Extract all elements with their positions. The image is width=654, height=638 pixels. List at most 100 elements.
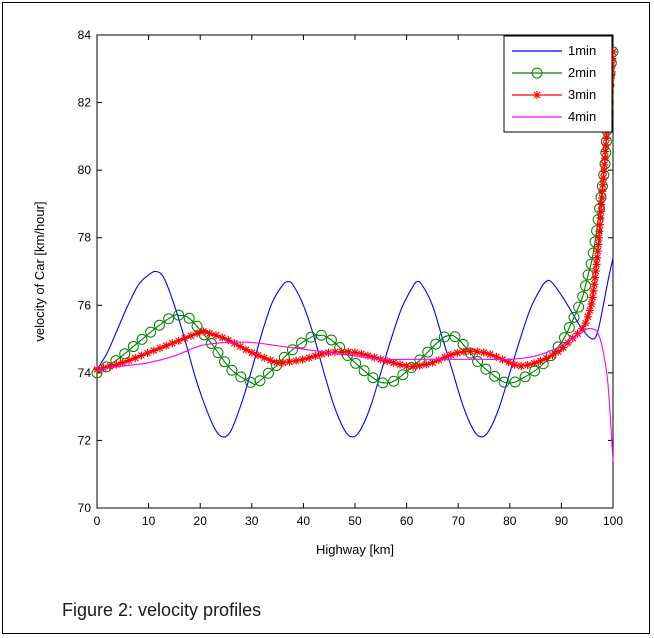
series-marker-3min: [596, 213, 605, 222]
series-marker-3min: [581, 319, 590, 328]
series-marker-2min: [235, 371, 247, 383]
series-marker-2min: [358, 365, 370, 377]
series-marker-2min: [388, 375, 400, 387]
series-marker-3min: [590, 280, 599, 289]
series-marker-2min: [377, 377, 389, 389]
series-marker-3min: [162, 341, 171, 350]
y-tick-label: 80: [78, 163, 92, 177]
series-marker-3min: [285, 357, 294, 366]
figure-caption: Figure 2: velocity profiles: [62, 600, 262, 620]
x-axis-label: Highway [km]: [316, 542, 394, 557]
series-marker-3min: [530, 359, 539, 368]
series-marker-2min: [568, 311, 580, 323]
series-marker-3min: [479, 348, 488, 357]
series-marker-2min: [350, 357, 362, 369]
series-line-4min: [96, 327, 614, 461]
series-marker-3min: [131, 354, 140, 363]
series-marker-3min: [492, 352, 501, 361]
series-marker-2min: [457, 338, 469, 350]
series-marker-3min: [168, 339, 177, 348]
series-marker-2min: [573, 301, 585, 313]
series-marker-3min: [357, 349, 366, 358]
y-tick-label: 76: [78, 298, 92, 312]
y-tick-label: 82: [78, 96, 92, 110]
legend-label: 4min: [568, 109, 596, 124]
x-tick-label: 50: [348, 514, 362, 528]
x-tick-label: 20: [194, 514, 208, 528]
series-marker-2min: [480, 363, 492, 375]
series-marker-2min: [519, 371, 531, 383]
series-marker-3min: [523, 361, 532, 370]
series-marker-3min: [428, 358, 437, 367]
series-marker-3min: [350, 348, 359, 357]
series-marker-3min: [591, 267, 600, 276]
series-marker-3min: [193, 329, 202, 338]
series-marker-2min: [212, 347, 224, 359]
series-marker-3min: [305, 353, 314, 362]
series-line-1min: [96, 257, 614, 438]
x-tick-label: 30: [245, 514, 259, 528]
x-tick-label: 60: [400, 514, 414, 528]
x-tick-label: 40: [297, 514, 311, 528]
series-marker-3min: [180, 334, 189, 343]
velocity-chart: 0 10 20 30 40 50 60 70 80 90 100 70 72 74 76 78 80 82 84 H…: [32, 28, 623, 557]
y-axis-label: velocity of Car [km/hour]: [32, 201, 47, 341]
series-marker-3min: [396, 360, 405, 369]
series-marker-3min: [118, 358, 127, 367]
series-marker-3min: [600, 160, 609, 169]
series-marker-3min: [125, 356, 134, 365]
series-marker-2min: [397, 369, 409, 381]
series-marker-3min: [453, 348, 462, 357]
series-marker-3min: [241, 345, 250, 354]
series-marker-2min: [226, 364, 238, 376]
series-marker-3min: [212, 331, 221, 340]
series-marker-3min: [536, 356, 545, 365]
legend-label: 1min: [568, 43, 596, 58]
series-marker-2min: [449, 331, 461, 343]
series-marker-3min: [595, 227, 604, 236]
series-marker-3min: [174, 336, 183, 345]
series-marker-3min: [236, 342, 245, 351]
series-marker-2min: [119, 348, 131, 360]
series-marker-2min: [145, 326, 157, 338]
series-marker-3min: [548, 351, 557, 360]
series-marker-2min: [589, 236, 601, 248]
series-marker-3min: [230, 339, 239, 348]
series-marker-3min: [554, 347, 563, 356]
legend: 1min 2min 3min 4min: [503, 35, 613, 133]
series-marker-3min: [504, 358, 513, 367]
series-marker-2min: [163, 313, 175, 325]
series-marker-3min: [278, 358, 287, 367]
series-marker-2min: [254, 375, 266, 387]
series-marker-3min: [588, 293, 597, 302]
series-marker-2min: [438, 331, 450, 343]
series-marker-3min: [589, 286, 598, 295]
series-marker-3min: [517, 362, 526, 371]
series-marker-3min: [592, 260, 601, 269]
legend-label: 3min: [568, 87, 596, 102]
series-marker-3min: [486, 350, 495, 359]
series-marker-3min: [311, 351, 320, 360]
series-marker-2min: [430, 338, 442, 350]
series-marker-3min: [260, 353, 269, 362]
series-marker-2min: [422, 346, 434, 358]
series-marker-3min: [149, 346, 158, 355]
series-marker-2min: [127, 341, 139, 353]
x-tick-label: 100: [603, 514, 623, 528]
series-marker-2min: [136, 333, 148, 345]
y-tick-label: 72: [78, 433, 92, 447]
x-tick-label: 90: [555, 514, 569, 528]
series-marker-3min: [596, 207, 605, 216]
legend-entry-2min: 2min: [512, 65, 596, 80]
series-marker-2min: [577, 291, 589, 303]
series-marker-3min: [199, 327, 208, 336]
series-marker-2min: [489, 370, 501, 382]
legend-marker: [533, 91, 541, 99]
series-marker-3min: [446, 350, 455, 359]
series-marker-3min: [218, 333, 227, 342]
legend-label: 2min: [568, 65, 596, 80]
series-marker-3min: [597, 194, 606, 203]
series-marker-3min: [370, 353, 379, 362]
y-tick-label: 78: [78, 231, 92, 245]
series-marker-3min: [112, 360, 121, 369]
